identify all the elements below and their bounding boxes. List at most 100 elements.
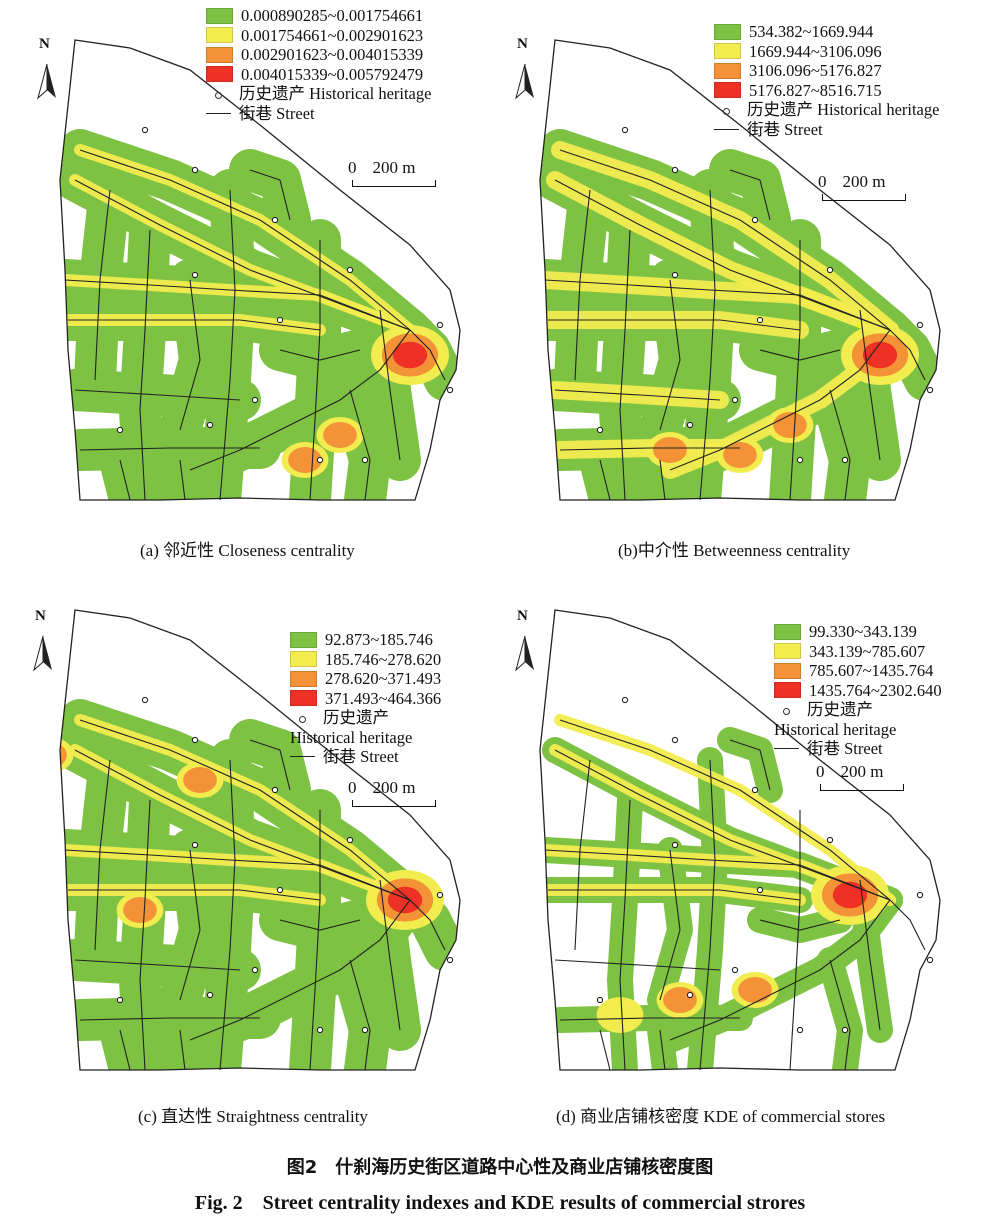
street-line	[619, 799, 631, 1071]
street-line	[74, 959, 241, 971]
heritage-point	[731, 396, 739, 404]
heritage-point	[251, 966, 259, 974]
heritage-point	[436, 321, 444, 329]
legend-swatch	[714, 23, 741, 40]
panel-b: N 534.382~1669.944 1669.944~3106.096 3106.…	[500, 22, 980, 600]
street-line	[74, 749, 411, 901]
hotspot	[738, 977, 772, 1003]
street-line	[94, 759, 111, 951]
legend-item: 0.002901623~0.004015339	[206, 45, 431, 65]
scale-bar: 0 200 m	[348, 158, 436, 187]
heritage-point	[116, 996, 124, 1004]
street-line-icon	[774, 748, 799, 750]
legend-heritage-en: Historical heritage	[290, 727, 413, 747]
legend-label: 1435.764~2302.640	[809, 680, 942, 700]
heritage-point	[621, 126, 629, 134]
legend-heritage-en: Historical heritage	[774, 719, 897, 739]
street-line	[859, 879, 881, 1031]
street-line	[74, 389, 241, 401]
heritage-point	[751, 786, 759, 794]
street-line	[94, 189, 111, 381]
legend-swatch	[774, 662, 801, 679]
legend-swatch	[714, 82, 741, 99]
street-line	[119, 1029, 131, 1071]
street-line	[889, 899, 926, 951]
legend-swatch	[206, 46, 233, 63]
hotspot	[60, 742, 67, 768]
heritage-point	[926, 386, 934, 394]
street-line	[574, 189, 591, 381]
legend-betweenness: 534.382~1669.944 1669.944~3106.096 3106.09…	[714, 22, 939, 139]
legend-swatch	[714, 62, 741, 79]
heritage-point	[361, 1026, 369, 1034]
legend-label: 5176.827~8516.715	[749, 80, 882, 100]
legend-label: 3106.096~5176.827	[749, 61, 882, 80]
legend-closeness: 0.000890285~0.001754661 0.001754661~0.002…	[206, 6, 431, 123]
legend-street: 街巷 Street	[714, 120, 939, 140]
street-line	[409, 899, 446, 951]
street-line	[179, 1029, 186, 1071]
figure-title-en: Fig. 2 Street centrality indexes and KDE…	[194, 1192, 806, 1214]
panel-a: N 0.000890285~0.001754661 0.001754661~0.0…	[20, 6, 500, 600]
street-line	[139, 229, 151, 501]
legend-item: 371.493~464.366	[290, 689, 441, 709]
street-line	[659, 459, 666, 501]
density-band	[159, 829, 221, 1021]
street-line	[279, 349, 361, 361]
street-line	[139, 799, 151, 1071]
legend-label: 278.620~371.493	[325, 669, 442, 688]
street-line	[79, 719, 411, 901]
heritage-point	[191, 841, 199, 849]
heritage-point	[841, 456, 849, 464]
heritage-point	[796, 1026, 804, 1034]
legend-label: 371.493~464.366	[325, 688, 442, 708]
legend-label: 92.873~185.746	[325, 630, 433, 649]
heritage-point	[841, 1026, 849, 1034]
street-line	[309, 810, 321, 1071]
heritage-point	[206, 991, 214, 999]
street-line	[179, 459, 186, 501]
legend-swatch	[290, 631, 317, 648]
legend-heritage: 历史遗产 Historical heritage	[206, 84, 431, 104]
street-line	[544, 849, 891, 901]
legend-heritage: 历史遗产	[290, 708, 441, 728]
legend-street: 街巷 Street	[206, 104, 431, 124]
heritage-point	[916, 321, 924, 329]
street-line	[859, 309, 881, 461]
street-line	[829, 959, 851, 1071]
heritage-point	[671, 271, 679, 279]
heritage-point	[916, 891, 924, 899]
legend-label: 0.004015339~0.005792479	[241, 64, 424, 84]
street-line	[119, 459, 131, 501]
legend-heritage: 历史遗产	[774, 700, 942, 720]
legend-label: 185.746~278.620	[325, 649, 442, 669]
street-line	[699, 759, 716, 1071]
legend-item: 278.620~371.493	[290, 669, 441, 689]
density-band	[259, 329, 381, 381]
legend-swatch	[290, 690, 317, 707]
street-line	[889, 329, 926, 381]
hotspot	[387, 886, 423, 914]
street-line	[599, 459, 611, 501]
legend-label: 99.330~343.139	[809, 622, 917, 641]
street-line	[599, 1029, 611, 1071]
legend-item: 185.746~278.620	[290, 650, 441, 670]
legend-street: 街巷 Street	[774, 739, 942, 759]
street-line	[249, 169, 291, 221]
heritage-point	[116, 426, 124, 434]
street-line	[759, 919, 841, 931]
street-line-icon	[290, 756, 315, 758]
legend-item: 534.382~1669.944	[714, 22, 939, 42]
heritage-point	[436, 891, 444, 899]
legend-swatch	[290, 670, 317, 687]
heritage-point	[141, 696, 149, 704]
heritage-point	[756, 886, 764, 894]
heritage-point	[756, 316, 764, 324]
legend-swatch	[774, 643, 801, 660]
heritage-icon	[774, 700, 799, 720]
street-line	[64, 279, 411, 331]
legend-label: 343.139~785.607	[809, 641, 926, 661]
legend-item: 1435.764~2302.640	[774, 681, 942, 701]
hotspot	[596, 997, 644, 1033]
legend-item: 0.000890285~0.001754661	[206, 6, 431, 26]
